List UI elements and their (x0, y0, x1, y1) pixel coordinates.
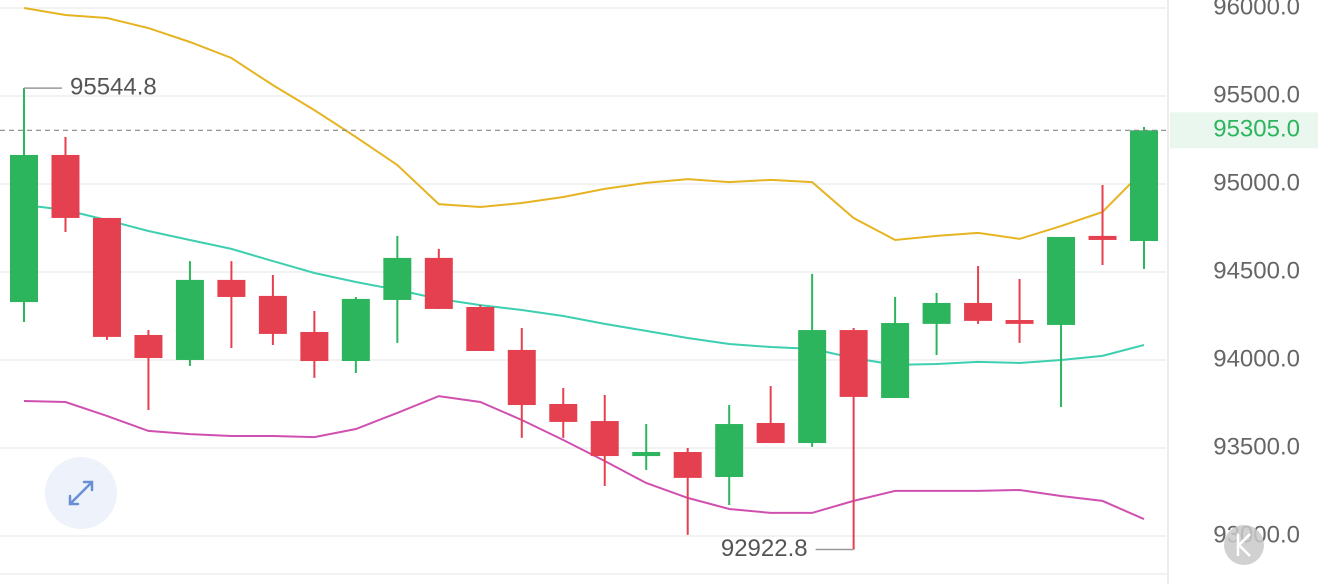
candle-body (964, 302, 993, 321)
candle-body (92, 217, 121, 337)
candle-body (549, 403, 578, 422)
candle-body (10, 154, 38, 303)
candle-body (341, 298, 370, 362)
candle-body (175, 279, 204, 360)
candle-body (134, 334, 163, 359)
candle-body (383, 257, 412, 300)
candle-body (881, 323, 910, 398)
last-price-label: 95305.0 (1213, 116, 1300, 143)
band-line (23, 7, 1145, 242)
candle-body (424, 257, 453, 309)
candle-body (51, 154, 80, 218)
candle-body (258, 295, 287, 334)
candle-body (1005, 320, 1034, 324)
y-tick-label: 93500.0 (1213, 433, 1300, 460)
expand-button[interactable] (45, 457, 117, 529)
candle-body (715, 424, 744, 478)
candle-body (590, 421, 619, 457)
candle-body (466, 307, 495, 351)
candle-body (798, 330, 827, 444)
candle-body (839, 330, 868, 397)
band-line (23, 203, 1145, 366)
band-line (23, 395, 1145, 521)
high-annotation: 95544.8 (70, 73, 157, 100)
candle-body (632, 452, 661, 457)
candle-body (1130, 130, 1158, 242)
candle-body (673, 452, 702, 478)
k-button-bg[interactable] (1224, 525, 1264, 565)
k-icon[interactable] (1236, 533, 1251, 557)
candle-body (756, 422, 785, 444)
y-tick-label: 95500.0 (1213, 81, 1300, 108)
last-price-tag (1170, 112, 1318, 149)
y-tick-label: 94500.0 (1213, 257, 1300, 284)
y-tick-label: 95000.0 (1213, 169, 1300, 196)
candle-body (922, 302, 951, 324)
candle-body (300, 331, 329, 362)
candle-body (1047, 236, 1076, 325)
low-annotation: 92922.8 (721, 535, 808, 562)
candle-body (217, 279, 246, 297)
candle-body (507, 349, 536, 406)
candle-body (1088, 235, 1117, 240)
k-button[interactable] (1224, 525, 1264, 565)
y-tick-label: 94000.0 (1213, 345, 1300, 372)
expand-icon[interactable] (68, 480, 94, 506)
y-tick-label: 96000.0 (1213, 0, 1300, 20)
